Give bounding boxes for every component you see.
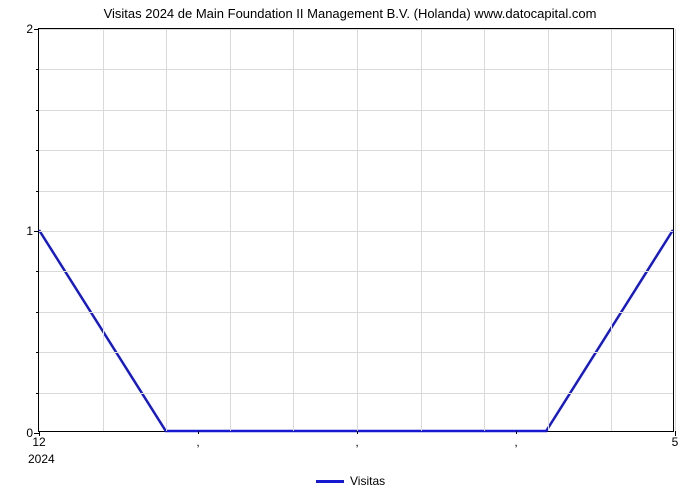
gridline-horizontal — [39, 29, 673, 30]
gridline-vertical — [611, 29, 612, 431]
gridline-vertical — [103, 29, 104, 431]
legend-label: Visitas — [350, 474, 385, 488]
chart-legend: Visitas — [316, 474, 385, 488]
gridline-horizontal — [39, 393, 673, 394]
gridline-horizontal — [39, 69, 673, 70]
x-minor-marker: , — [196, 435, 199, 449]
y-minor-tick-mark — [36, 150, 39, 151]
x-tick-mark — [39, 431, 40, 436]
chart-plot-area: 012125,,, — [38, 28, 674, 432]
y-tick-mark — [34, 231, 39, 232]
gridline-horizontal — [39, 271, 673, 272]
x-tick-mark — [675, 431, 676, 436]
x-axis-year-label: 2024 — [28, 452, 55, 466]
gridline-vertical — [675, 29, 676, 431]
gridline-horizontal — [39, 231, 673, 232]
y-minor-tick-mark — [36, 69, 39, 70]
gridline-vertical — [357, 29, 358, 431]
gridline-vertical — [548, 29, 549, 431]
x-minor-tick-mark — [198, 431, 199, 434]
gridline-vertical — [484, 29, 485, 431]
series-line — [39, 29, 673, 431]
x-minor-marker: , — [355, 435, 358, 449]
y-minor-tick-mark — [36, 110, 39, 111]
y-minor-tick-mark — [36, 191, 39, 192]
gridline-vertical — [293, 29, 294, 431]
gridline-horizontal — [39, 191, 673, 192]
y-minor-tick-mark — [36, 312, 39, 313]
gridline-vertical — [421, 29, 422, 431]
legend-swatch — [316, 480, 344, 483]
y-minor-tick-mark — [36, 271, 39, 272]
x-minor-marker: , — [514, 435, 517, 449]
y-minor-tick-mark — [36, 393, 39, 394]
gridline-vertical — [166, 29, 167, 431]
chart-title: Visitas 2024 de Main Foundation II Manag… — [0, 6, 700, 21]
x-minor-tick-mark — [516, 431, 517, 434]
gridline-vertical — [230, 29, 231, 431]
y-tick-label: 1 — [26, 224, 33, 238]
gridline-horizontal — [39, 110, 673, 111]
x-tick-label: 5 — [672, 435, 679, 449]
y-tick-mark — [34, 29, 39, 30]
series-polyline — [39, 230, 673, 431]
y-minor-tick-mark — [36, 352, 39, 353]
gridline-horizontal — [39, 312, 673, 313]
x-tick-label: 12 — [32, 435, 45, 449]
x-minor-tick-mark — [357, 431, 358, 434]
gridline-horizontal — [39, 352, 673, 353]
y-tick-label: 2 — [26, 22, 33, 36]
gridline-horizontal — [39, 150, 673, 151]
